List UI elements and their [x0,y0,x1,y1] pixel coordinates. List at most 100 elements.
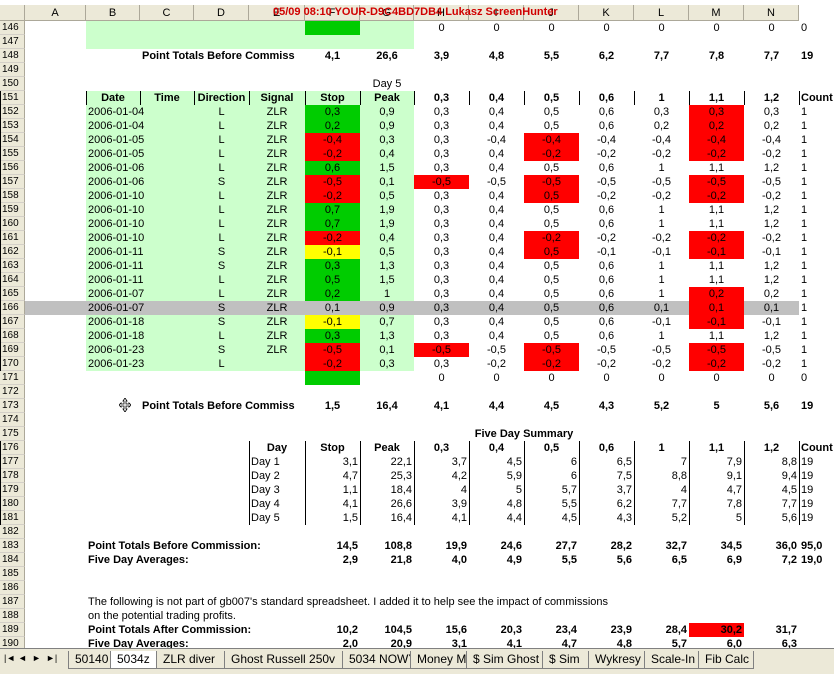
value-cell[interactable]: -0,5 [487,344,506,356]
value-cell[interactable]: -0,2 [707,358,726,370]
value-cell[interactable]: 1,9 [379,204,395,216]
table-header[interactable]: Day [266,442,288,454]
value-cell[interactable]: 0,6 [598,274,615,286]
row-header-185[interactable]: 185 [0,567,25,581]
value-total[interactable]: 31,7 [775,624,797,636]
value-cell[interactable]: -0,2 [652,148,671,160]
date-cell[interactable]: 2006-01-11 [88,260,144,272]
date-cell[interactable]: 2006-01-10 [88,190,145,202]
value-cell[interactable]: -0,2 [762,232,781,244]
value-cell[interactable]: 9,4 [781,470,797,482]
value-total[interactable]: 6,2 [598,50,615,62]
value-cell[interactable]: 0,1 [324,302,341,314]
value-cell[interactable]: 1,1 [708,204,725,216]
date-cell[interactable]: 2006-01-07 [88,288,145,300]
value-cell[interactable]: 0,1 [763,302,780,314]
date-cell[interactable]: 2006-01-07 [88,302,145,314]
value-cell[interactable]: 5 [515,484,522,496]
row-label[interactable]: Five Day Averages: [88,638,189,648]
value-cell[interactable]: -0,2 [597,148,616,160]
row-header-174[interactable]: 174 [0,413,25,427]
value-cell[interactable]: 1 [801,288,808,300]
table-header[interactable]: 0,6 [598,442,615,454]
value-cell[interactable]: 1 [801,344,808,356]
value-cell[interactable]: 0,9 [379,120,395,132]
value-cell[interactable]: 0,5 [543,120,560,132]
signal-cell[interactable]: ZLR [266,246,288,258]
value-cell[interactable]: 1 [801,330,808,342]
last-sheet-icon[interactable]: ►| [46,653,58,663]
value-cell[interactable]: 0,4 [488,204,505,216]
value-cell[interactable]: -0,2 [652,190,671,202]
column-header-n[interactable]: N [744,5,799,21]
value-cell[interactable]: -0,5 [707,176,726,188]
value-cell[interactable]: -0,1 [323,246,342,258]
column-header-d[interactable]: D [194,5,249,21]
value-cell[interactable]: -0,2 [707,232,726,244]
value-cell[interactable]: -0,5 [542,176,561,188]
sheet-tab[interactable]: $ Sim Ghost [466,651,544,669]
value-total[interactable]: 5 [713,400,720,412]
direction-cell[interactable]: L [218,162,225,174]
row-header-163[interactable]: 163 [0,259,25,273]
value-cell[interactable]: 0,2 [708,120,725,132]
value-cell[interactable]: 0,3 [433,134,450,146]
value-cell[interactable]: 1 [801,106,808,118]
value-total[interactable]: 4,8 [616,638,632,648]
value-total[interactable]: 5,6 [616,554,632,566]
value-cell[interactable]: 25,3 [390,470,412,482]
signal-cell[interactable]: ZLR [266,288,288,300]
sheet-tab[interactable]: Ghost Russell 250v [224,651,344,669]
value-cell[interactable]: -0,2 [597,358,616,370]
value-cell[interactable]: 7 [680,456,687,468]
value-total[interactable]: 23,4 [555,624,577,636]
value-cell[interactable]: 1 [801,218,808,230]
value-cell[interactable]: 1 [658,288,665,300]
sheet-tab[interactable]: Wykresy [588,651,646,669]
date-cell[interactable]: 2006-01-11 [88,246,144,258]
value-cell[interactable]: 4,3 [616,512,632,524]
value-cell[interactable]: 26,6 [390,498,412,510]
value-cell[interactable]: -0,2 [542,358,561,370]
value-cell[interactable]: -0,2 [542,232,561,244]
value-cell[interactable]: 0,5 [543,330,560,342]
value-cell[interactable]: 0,5 [543,246,560,258]
row-header-153[interactable]: 153 [0,119,25,133]
value-cell[interactable]: 7,8 [726,498,742,510]
value-total[interactable]: 6,0 [726,638,742,648]
column-header-k[interactable]: K [579,5,634,21]
value-cell[interactable]: 0,4 [488,190,505,202]
value-cell[interactable]: 4,5 [781,484,797,496]
sheet-tab[interactable]: 50140 [68,651,112,669]
row-label[interactable]: Point Totals Before Commiss [142,400,295,412]
value-cell[interactable]: -0,2 [323,358,342,370]
value-cell[interactable]: -0,5 [597,176,616,188]
value-cell[interactable]: 6,5 [616,456,632,468]
value-cell[interactable]: 1,2 [763,330,780,342]
value-cell[interactable]: -0,4 [597,134,616,146]
value-cell[interactable]: 0,3 [433,162,450,174]
value-cell[interactable]: 0,3 [433,246,450,258]
value-cell[interactable]: 0,3 [433,218,450,230]
value-cell[interactable]: 0,3 [433,190,450,202]
value-cell[interactable]: 0,3 [324,260,341,272]
value-cell[interactable]: 0,1 [653,302,670,314]
value-cell[interactable]: 0 [768,372,775,384]
value-cell[interactable]: 0 [658,372,665,384]
section-title[interactable]: Day 5 [372,78,402,90]
value-cell[interactable]: 7,5 [616,470,632,482]
value-cell[interactable]: 0,3 [433,120,450,132]
value-cell[interactable]: 5,7 [561,484,577,496]
value-cell[interactable]: 1,1 [708,274,725,286]
value-cell[interactable]: 0,5 [543,218,560,230]
value-cell[interactable]: 19 [801,484,814,496]
value-cell[interactable]: 0,1 [708,302,725,314]
value-cell[interactable]: 1 [383,288,391,300]
column-header-e[interactable]: E [249,5,305,21]
value-total[interactable]: 3,9 [433,50,450,62]
value-cell[interactable]: -0,4 [487,134,506,146]
value-cell[interactable]: 0,6 [598,218,615,230]
value-cell[interactable]: 1 [801,120,808,132]
row-header-188[interactable]: 188 [0,609,25,623]
value-cell[interactable]: 1 [658,204,665,216]
